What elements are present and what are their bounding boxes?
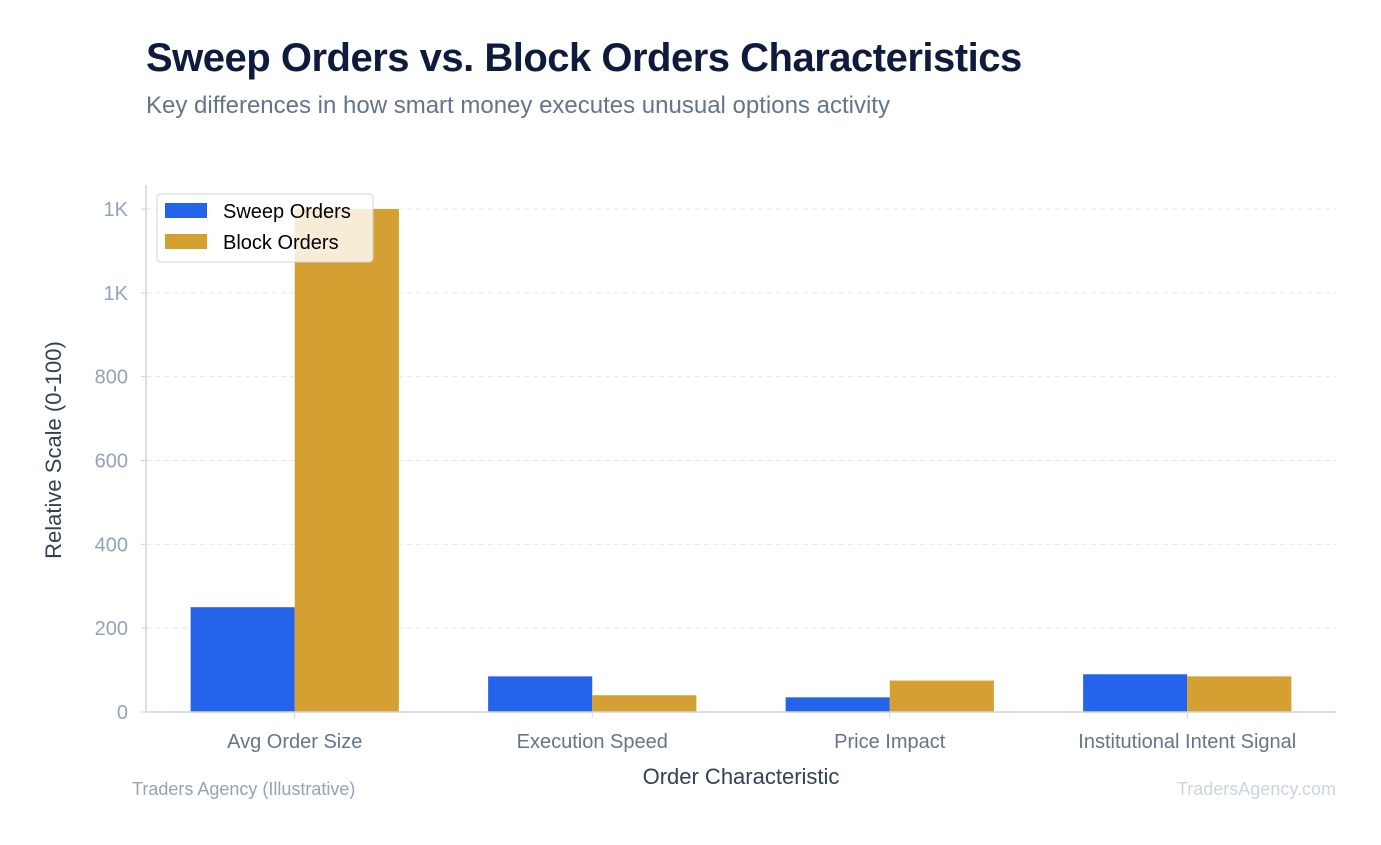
bar-block [294, 209, 399, 712]
bar-sweep [488, 676, 593, 712]
x-tick-label: Avg Order Size [227, 731, 362, 753]
bar-block [592, 695, 697, 712]
y-tick-labels: 0 200 400 600 800 1K 1K [95, 199, 146, 724]
site-credit: TradersAgency.com [1176, 779, 1336, 799]
x-tick-labels: Avg Order Size Execution Speed Price Impac… [227, 712, 1296, 753]
legend-swatch-block [165, 234, 207, 249]
x-axis-title: Order Characteristic [643, 764, 840, 789]
y-tick-label: 400 [95, 534, 128, 556]
x-tick-label: Price Impact [834, 731, 946, 753]
legend-label-block: Block Orders [223, 232, 339, 254]
bar-block [889, 680, 994, 712]
y-tick-label: 800 [95, 367, 128, 389]
y-tick-label: 600 [95, 451, 128, 473]
chart-title: Sweep Orders vs. Block Orders Characteri… [146, 36, 1022, 80]
y-tick-label: 0 [117, 702, 128, 724]
source-note: Traders Agency (Illustrative) [132, 779, 356, 799]
y-tick-label: 200 [95, 618, 128, 640]
legend-label-sweep: Sweep Orders [223, 201, 351, 223]
x-tick-label: Institutional Intent Signal [1078, 731, 1296, 753]
y-axis-title: Relative Scale (0-100) [41, 341, 66, 559]
legend-swatch-sweep [165, 203, 207, 218]
y-tick-label: 1K [104, 283, 129, 305]
bar-sweep [785, 697, 890, 712]
legend: Sweep Orders Block Orders [156, 193, 374, 263]
bar-block [1187, 676, 1292, 712]
bars [190, 209, 1292, 712]
bar-sweep [1083, 674, 1188, 712]
chart-subtitle: Key differences in how smart money execu… [146, 92, 890, 119]
axes [145, 185, 1336, 713]
bar-sweep [190, 607, 295, 712]
x-tick-label: Execution Speed [517, 731, 668, 753]
y-tick-label: 1K [104, 199, 129, 221]
legend-box [156, 193, 374, 263]
